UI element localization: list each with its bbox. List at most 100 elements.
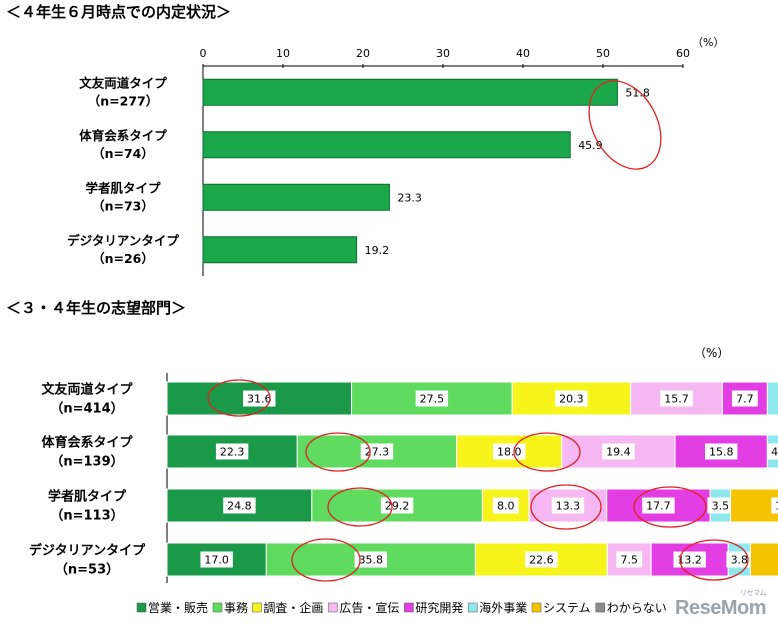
watermark: ReseMom リセマム <box>675 590 766 620</box>
chart2-bar-2-seg-6 <box>730 488 778 523</box>
chart1-value-label-3: 19.2 <box>365 244 390 257</box>
chart1-unit: （%） <box>692 36 724 49</box>
chart2-value-label-2-6: 19.5 <box>775 500 778 513</box>
chart2-value-label-2-5: 3.5 <box>712 500 730 513</box>
chart1-title: ＜４年生６月時点での内定状況＞ <box>6 3 231 21</box>
chart2-value-label-1-5: 4.3 <box>771 446 778 459</box>
chart2-value-label-bg-1-0 <box>215 443 249 460</box>
chart1-category-n-3: （n=26） <box>92 251 154 266</box>
legend-swatch-5 <box>467 602 478 613</box>
chart2-value-label-bg-3-4 <box>673 551 706 568</box>
chart1-highlight-ellipse <box>588 80 662 170</box>
chart2-value-label-0-2: 20.3 <box>559 393 584 406</box>
chart2-category-n-3: （n=53） <box>55 562 119 578</box>
chart2-value-label-1-3: 19.4 <box>606 446 631 459</box>
chart2-value-label-bg-2-3 <box>551 497 585 514</box>
chart2-value-label-bg-1-5 <box>767 443 778 460</box>
chart2-highlight-ellipse-2 <box>513 432 581 472</box>
legend-swatch-0 <box>136 602 147 613</box>
legend-swatch-4 <box>404 602 414 613</box>
chart2-category-n-0: （n=414） <box>50 401 123 417</box>
chart2-value-label-bg-3-2 <box>525 551 558 568</box>
chart2-value-label-2-2: 8.0 <box>497 500 515 513</box>
chart2-value-label-0-4: 7.7 <box>736 393 754 406</box>
chart1-x-tick-5: 50 <box>596 47 610 60</box>
chart1-value-label-2: 23.3 <box>397 191 422 204</box>
chart1-bar-0 <box>202 78 618 106</box>
chart2-value-label-bg-3-1 <box>354 551 388 568</box>
chart2-value-label-1-0: 22.3 <box>220 446 245 459</box>
legend-label-3: 広告・宣伝 <box>339 600 399 615</box>
chart1-category-label-3: デジタリアンタイプ <box>67 233 179 248</box>
chart2-value-label-bg-2-6 <box>771 497 778 514</box>
legend-label-5: 海外事業 <box>479 600 527 615</box>
chart2-value-label-3-3: 7.5 <box>620 554 638 567</box>
chart2-highlight-ellipse-1 <box>305 432 371 472</box>
chart2-highlight-ellipse-5 <box>633 486 707 528</box>
chart2-value-label-bg-3-3 <box>616 551 643 568</box>
chart2-category-label-2: 学者肌タイプ <box>48 489 127 505</box>
chart2-value-label-0-1: 27.5 <box>420 393 445 406</box>
chart2-category-n-2: （n=113） <box>50 508 123 524</box>
chart2-value-label-bg-1-4 <box>705 443 738 460</box>
legend-swatch-3 <box>328 602 338 613</box>
chart2-value-label-3-4: 13.2 <box>677 554 702 567</box>
chart2-value-label-bg-3-0 <box>200 551 233 568</box>
chart2-value-label-bg-1-3 <box>602 443 635 460</box>
chart2-unit: （%） <box>694 346 729 360</box>
chart2-value-label-bg-0-0 <box>243 390 276 407</box>
watermark-text: ReseMom <box>675 597 766 619</box>
chart2-highlight-ellipse-3 <box>327 487 393 527</box>
chart2-value-label-bg-3-5 <box>726 551 753 568</box>
chart2-value-label-bg-2-1 <box>380 497 414 514</box>
chart2-value-label-bg-0-2 <box>555 390 588 407</box>
chart2-value-label-3-1: 35.8 <box>359 554 384 567</box>
legend-swatch-2 <box>252 602 262 613</box>
chart2-category-n-1: （n=139） <box>50 454 123 470</box>
chart2-highlight-ellipse-0 <box>207 379 271 417</box>
legend-label-2: 調査・企画 <box>263 600 323 615</box>
chart2-value-label-2-0: 24.8 <box>227 500 252 513</box>
chart2-value-label-3-0: 17.0 <box>204 554 229 567</box>
chart2-highlight-ellipse-4 <box>530 484 602 530</box>
chart1-x-tick-1: 10 <box>276 47 290 60</box>
chart2-category-label-3: デジタリアンタイプ <box>29 543 146 559</box>
chart1-bar-1 <box>202 131 571 159</box>
chart2-value-label-bg-2-4 <box>642 497 675 514</box>
chart2-bar-0-seg-5 <box>766 381 778 416</box>
legend-label-1: 事務 <box>224 601 248 615</box>
chart1-x-tick-3: 30 <box>436 47 450 60</box>
chart1-category-n-2: （n=73） <box>92 198 154 213</box>
chart2-bar-0-seg-1 <box>351 381 513 416</box>
legend-label-0: 営業・販売 <box>148 600 208 615</box>
legend-swatch-7 <box>595 602 606 613</box>
legend-label-6: システム <box>543 601 591 615</box>
chart1-category-label-1: 体育会系タイプ <box>79 128 167 143</box>
chart2-category-label-1: 体育会系タイプ <box>41 435 133 451</box>
chart2-value-label-bg-1-2 <box>493 443 526 460</box>
chart1-x-tick-2: 20 <box>356 47 370 60</box>
chart2-value-label-bg-0-1 <box>415 390 449 407</box>
chart1-bar-3 <box>202 236 358 264</box>
chart2-value-label-2-4: 17.7 <box>646 500 671 513</box>
chart1-value-label-0: 51.8 <box>625 86 650 99</box>
chart2-value-label-bg-0-4 <box>731 390 758 407</box>
chart2-value-label-1-1: 27.3 <box>365 446 390 459</box>
chart2-highlight-ellipse-6 <box>291 538 361 582</box>
chart1-value-label-1: 45.9 <box>578 139 603 152</box>
chart1-bar-2 <box>202 183 390 211</box>
chart2-value-label-1-2: 18.0 <box>497 446 522 459</box>
chart2-value-label-bg-0-3 <box>660 390 693 407</box>
chart2-title: ＜３・４年生の志望部門＞ <box>6 299 186 317</box>
chart1-category-n-1: （n=74） <box>92 146 154 161</box>
watermark-subtext: リセマム <box>740 590 767 597</box>
chart2-bar-3-seg-6 <box>749 542 778 577</box>
legend-swatch-6 <box>531 602 542 613</box>
chart2-bar-0-seg-3 <box>630 381 723 416</box>
chart1-category-n-0: （n=277） <box>88 93 158 108</box>
chart2-value-label-0-3: 15.7 <box>664 393 689 406</box>
chart2-value-label-2-1: 29.2 <box>385 500 410 513</box>
legend-label-4: 研究開発 <box>415 600 463 615</box>
chart2-highlight-ellipse-7 <box>679 539 749 581</box>
